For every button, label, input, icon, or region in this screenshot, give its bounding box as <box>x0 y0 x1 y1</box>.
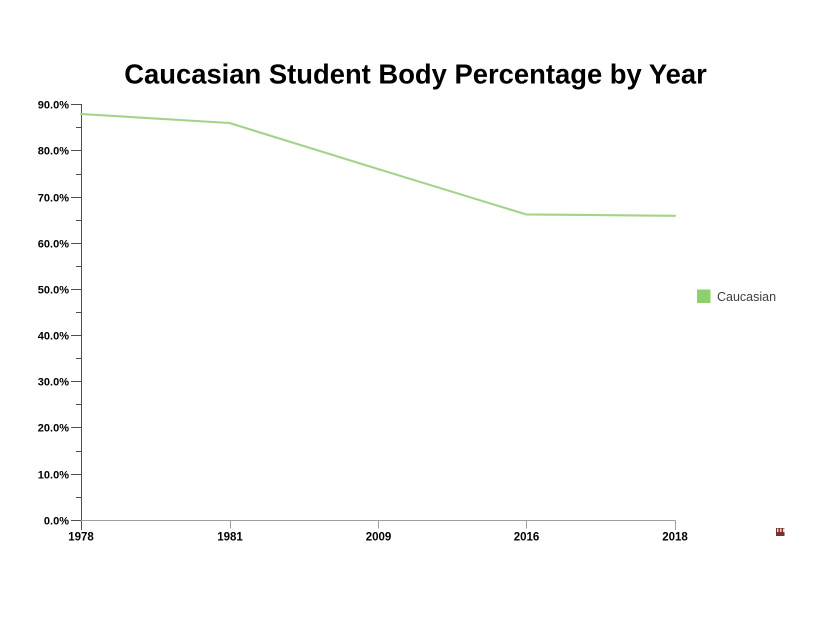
svg-text:50.0%: 50.0% <box>38 285 69 297</box>
svg-text:1978: 1978 <box>68 532 94 544</box>
svg-text:60.0%: 60.0% <box>38 239 69 251</box>
svg-text:Caucasian Student Body Percent: Caucasian Student Body Percentage by Yea… <box>124 58 707 89</box>
svg-text:80.0%: 80.0% <box>38 146 69 158</box>
svg-text:Caucasian: Caucasian <box>717 290 776 304</box>
svg-text:70.0%: 70.0% <box>38 193 69 205</box>
svg-text:30.0%: 30.0% <box>38 377 69 389</box>
svg-text:2018: 2018 <box>662 532 688 544</box>
svg-text:20.0%: 20.0% <box>38 423 69 435</box>
svg-text:1981: 1981 <box>217 532 243 544</box>
svg-text:90.0%: 90.0% <box>38 100 69 112</box>
svg-text:2009: 2009 <box>366 532 392 544</box>
svg-text:40.0%: 40.0% <box>38 331 69 343</box>
svg-text:2016: 2016 <box>514 532 540 544</box>
svg-text:0.0%: 0.0% <box>44 516 69 528</box>
svg-text:10.0%: 10.0% <box>38 470 69 482</box>
